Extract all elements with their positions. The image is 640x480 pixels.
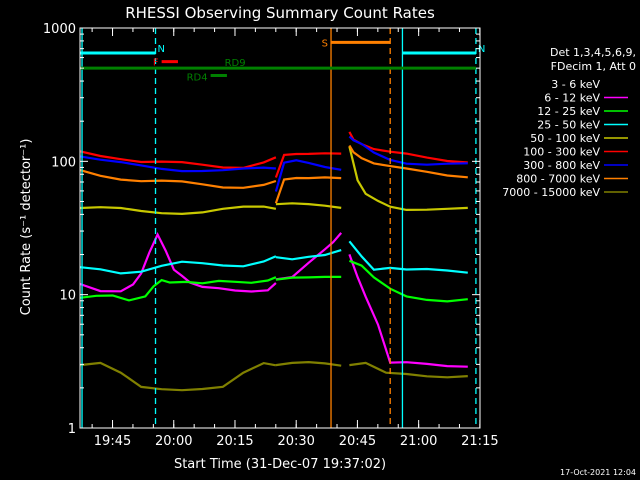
legend-label-4: 25 - 50 keV (537, 119, 600, 132)
series-1-line-1 (79, 272, 277, 349)
x-tick-label-2: 20:00 (155, 434, 192, 449)
legend-label-9: 7000 - 15000 keV (502, 186, 600, 199)
interval-label-5: RD9 (225, 58, 246, 69)
x-tick-label-3: 20:15 (216, 434, 253, 449)
x-tick-label-7: 21:15 (461, 434, 498, 449)
series-5-line-3 (348, 146, 468, 212)
series-4-line-3 (348, 240, 468, 274)
series-9-line-3 (349, 361, 468, 379)
footer-timestamp: 17-Oct-2021 12:04 (560, 468, 636, 477)
series-3-line-1 (79, 276, 277, 302)
y-axis-label: Count Rate (s⁻¹ detector⁻¹) (19, 139, 34, 316)
chart-title: RHESSI Observing Summary Count Rates (125, 4, 435, 22)
x-tick-label-6: 21:00 (400, 434, 437, 449)
interval-label-1: N (158, 44, 165, 55)
x-tick-label-1: 19:45 (94, 434, 131, 449)
series-6-line-2 (274, 152, 342, 178)
series-5-line-1 (79, 205, 277, 216)
plot-frame (79, 27, 481, 429)
series-5-line-2 (275, 202, 342, 209)
legend-label-6: 100 - 300 keV (523, 146, 600, 159)
series-4-line-2 (275, 249, 342, 261)
x-tick-label-4: 20:30 (277, 434, 314, 449)
series-9-line-2 (275, 360, 342, 367)
interval-label-2: N (478, 44, 485, 55)
series-8-line-2 (274, 176, 342, 204)
series-4-line-1 (79, 255, 277, 275)
legend-label-2: 6 - 12 keV (544, 92, 600, 105)
legend-label-3: 12 - 25 keV (537, 105, 600, 118)
legend-label-1: 3 - 6 keV (551, 78, 600, 91)
y-tick-label-3: 100 (51, 155, 76, 170)
series-7-line-1 (79, 155, 276, 173)
series-1-line-3 (348, 240, 468, 339)
series-8-line-3 (348, 144, 468, 179)
interval-label-6: RD4 (187, 73, 208, 84)
legend-header-2: FDecim 1, Att 0 (550, 60, 636, 73)
x-axis-label: Start Time (31-Dec-07 19:37:02) (174, 457, 386, 472)
interval-label-4: S (322, 38, 328, 49)
y-tick-label-4: 1000 (43, 22, 76, 37)
legend-label-5: 50 - 100 keV (530, 132, 600, 145)
series-6-line-1 (79, 150, 277, 170)
legend-label-7: 300 - 800 keV (523, 159, 600, 172)
interval-label-3: F (153, 58, 159, 69)
series-2-line-1 (79, 231, 277, 293)
y-tick-label-2: 10 (59, 289, 76, 304)
series-3-line-2 (275, 275, 342, 281)
x-tick-label-5: 20:45 (339, 434, 376, 449)
series-7-line-2 (274, 159, 342, 192)
legend-header-1: Det 1,3,4,5,6,9, (549, 46, 636, 59)
series-8-line-1 (79, 169, 277, 189)
legend-label-8: 800 - 7000 keV (516, 173, 600, 186)
series-1-line-2 (275, 262, 339, 326)
series-3-line-3 (348, 259, 468, 303)
y-tick-label-1: 1 (68, 422, 76, 437)
series-9-line-1 (79, 361, 277, 392)
